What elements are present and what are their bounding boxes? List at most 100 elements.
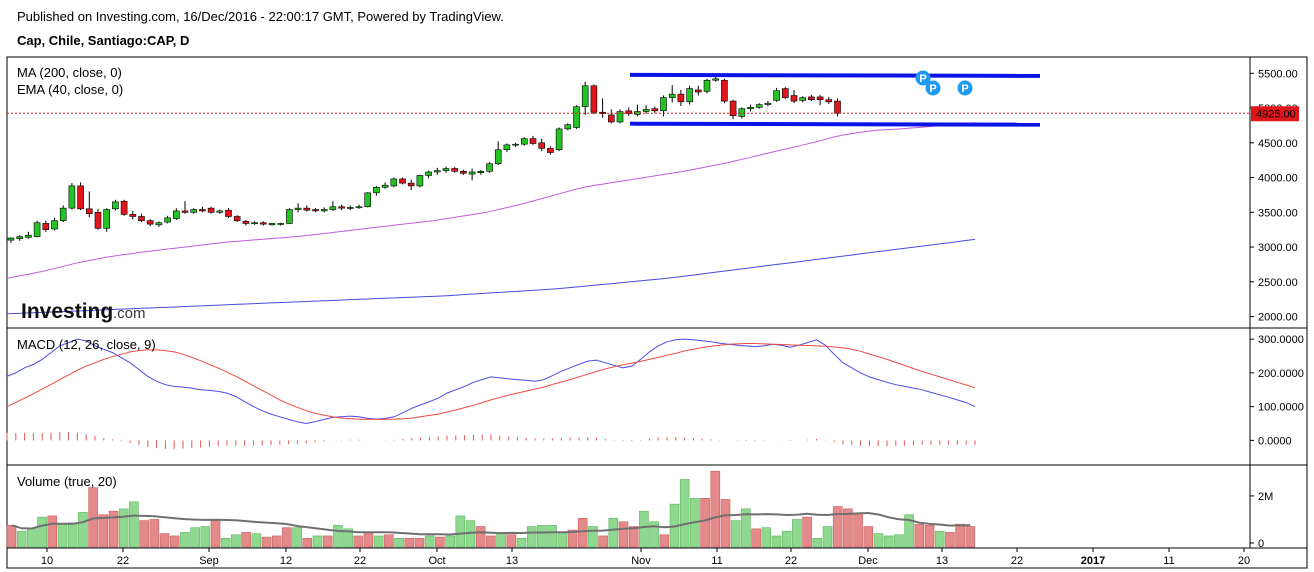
candle-body bbox=[59, 207, 67, 221]
candle bbox=[425, 170, 432, 179]
volume-bar bbox=[159, 533, 170, 548]
volume-bar bbox=[914, 523, 925, 548]
candle-body bbox=[433, 170, 441, 173]
candle bbox=[286, 208, 293, 225]
volume-bar bbox=[822, 526, 833, 548]
candle-body bbox=[712, 78, 720, 81]
candle-body bbox=[616, 111, 624, 123]
candle-body bbox=[77, 185, 84, 210]
volume-bar bbox=[628, 526, 639, 548]
macd-line bbox=[6, 338, 976, 425]
price-tick-label: 3500.00 bbox=[1258, 207, 1298, 219]
candle-body bbox=[486, 163, 493, 172]
p-badge: P bbox=[957, 80, 973, 96]
candle bbox=[42, 220, 50, 232]
candle bbox=[764, 101, 772, 106]
ema40-line bbox=[6, 122, 976, 279]
candle-body bbox=[16, 236, 24, 240]
candle-body bbox=[320, 209, 328, 212]
candle-body bbox=[190, 209, 197, 213]
badge-circle bbox=[957, 80, 973, 96]
candle bbox=[103, 208, 110, 232]
price-tick-label: 3000.00 bbox=[1258, 242, 1298, 254]
volume-bar bbox=[169, 535, 180, 548]
candle bbox=[355, 204, 363, 209]
volume-bar bbox=[567, 529, 578, 548]
candle bbox=[755, 103, 763, 109]
x-tick-label: 11 bbox=[1163, 555, 1174, 567]
volume-bar bbox=[965, 526, 976, 548]
candle bbox=[494, 141, 502, 166]
candle bbox=[364, 192, 372, 208]
candle bbox=[86, 191, 93, 218]
volume-bar bbox=[108, 510, 119, 548]
candle-body bbox=[381, 184, 389, 188]
candle-body bbox=[834, 100, 841, 114]
volume-bar bbox=[47, 515, 58, 548]
volume-bar bbox=[220, 537, 231, 548]
volume-bar bbox=[710, 470, 721, 548]
candle bbox=[16, 235, 24, 241]
volume-bar bbox=[149, 519, 160, 548]
x-tick-label: 12 bbox=[280, 555, 292, 567]
candle-body bbox=[373, 186, 380, 194]
candle-body bbox=[138, 216, 145, 221]
candle-body bbox=[721, 79, 728, 102]
candle bbox=[590, 84, 598, 115]
volume-bar bbox=[792, 519, 802, 548]
volume-bar bbox=[924, 525, 935, 548]
candle bbox=[738, 107, 746, 119]
candle-body bbox=[555, 128, 563, 151]
badge-letter: P bbox=[929, 83, 936, 95]
candle bbox=[503, 143, 511, 152]
price-tick-label: 2000.00 bbox=[1258, 312, 1298, 324]
volume-bar bbox=[873, 533, 884, 548]
candle bbox=[460, 169, 467, 175]
volume-bar bbox=[608, 517, 619, 548]
candle-body bbox=[660, 97, 667, 112]
volume-bar bbox=[486, 535, 496, 548]
candle bbox=[729, 99, 737, 120]
volume-bar bbox=[751, 528, 761, 548]
candle-body bbox=[512, 143, 519, 146]
candle-body bbox=[338, 206, 345, 209]
candle bbox=[146, 219, 154, 227]
candle-body bbox=[216, 210, 224, 213]
candle-body bbox=[451, 168, 459, 172]
candle bbox=[59, 205, 67, 223]
volume-bar bbox=[67, 522, 78, 548]
x-tick-label: Oct bbox=[428, 555, 445, 567]
candle-body bbox=[747, 107, 754, 110]
candle-body bbox=[460, 170, 467, 174]
volume-label: Volume (true, 20) bbox=[17, 474, 117, 489]
volume-bar bbox=[771, 535, 782, 548]
badge-circle bbox=[925, 80, 941, 96]
volume-bar bbox=[98, 514, 109, 548]
candle-body bbox=[390, 178, 398, 187]
volume-bar bbox=[27, 528, 37, 548]
candle bbox=[816, 94, 824, 106]
macd-tick-label: 200.0000 bbox=[1258, 368, 1304, 380]
volume-bar bbox=[57, 523, 68, 548]
candle bbox=[512, 142, 519, 147]
candle-body bbox=[799, 97, 807, 101]
volume-bar bbox=[445, 535, 455, 548]
volume-bar bbox=[945, 532, 955, 548]
candle bbox=[486, 162, 493, 173]
candle-body bbox=[677, 93, 685, 103]
volume-bar bbox=[6, 525, 17, 548]
candle bbox=[33, 220, 41, 238]
candle-body bbox=[642, 109, 650, 112]
volume-bar bbox=[883, 535, 894, 548]
volume-bar bbox=[343, 528, 353, 548]
logo-suffix: .com bbox=[113, 305, 146, 322]
candle-body bbox=[312, 209, 319, 212]
symbol-title: Cap, Chile, Santiago:CAP, D bbox=[17, 33, 190, 48]
candle bbox=[538, 138, 546, 152]
candles bbox=[7, 76, 841, 243]
candle-body bbox=[286, 209, 293, 224]
volume-bar bbox=[679, 479, 690, 548]
badge-letter: P bbox=[919, 73, 926, 85]
candle-body bbox=[755, 104, 763, 108]
x-tick-label: 10 bbox=[41, 555, 53, 567]
